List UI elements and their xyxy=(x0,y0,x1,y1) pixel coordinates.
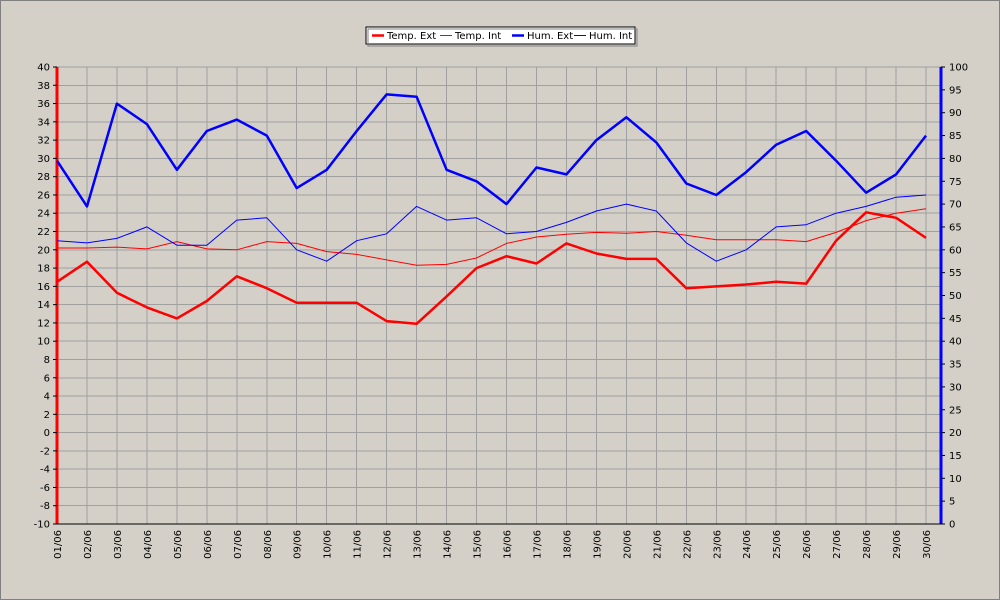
x-tick-label: 11/06 xyxy=(353,530,364,559)
legend-label-temp-ext: Temp. Ext xyxy=(386,31,436,42)
right-tick-label: 30 xyxy=(949,382,962,393)
left-tick-label: 0 xyxy=(44,428,50,439)
right-tick-label: 60 xyxy=(949,245,962,256)
left-tick-label: -8 xyxy=(40,501,50,512)
series-line-temp-int xyxy=(57,208,927,266)
legend-box xyxy=(365,26,636,45)
left-tick-label: 14 xyxy=(37,300,50,311)
series-line-hum-int xyxy=(56,194,927,262)
x-tick-label: 19/06 xyxy=(592,530,603,559)
left-tick-label: 40 xyxy=(37,63,50,74)
left-tick-label: 16 xyxy=(37,282,50,293)
left-tick-label: 4 xyxy=(44,392,50,403)
right-tick-label: 90 xyxy=(949,108,962,119)
legend: Temp. Ext Temp. Int Hum. Ext Hum. Int xyxy=(365,26,638,47)
left-tick-label: 34 xyxy=(37,117,50,128)
left-tick-label: -6 xyxy=(40,483,50,494)
right-tick-label: 100 xyxy=(949,63,968,74)
x-tick-label: 25/06 xyxy=(772,530,783,559)
legend-label-hum-int: Hum. Int xyxy=(589,31,632,42)
right-tick-label: 5 xyxy=(949,497,955,508)
right-tick-label: 15 xyxy=(949,451,962,462)
right-tick-label: 55 xyxy=(949,268,962,279)
x-tick-label: 03/06 xyxy=(113,530,124,559)
x-tick-label: 30/06 xyxy=(922,530,933,559)
left-tick-label: -2 xyxy=(40,446,50,457)
left-tick-label: 30 xyxy=(37,154,50,165)
right-tick-label: 35 xyxy=(949,360,962,371)
right-tick-label: 20 xyxy=(949,428,962,439)
left-tick-label: 8 xyxy=(44,355,50,366)
x-tick-label: 17/06 xyxy=(532,530,543,559)
right-tick-label: 75 xyxy=(949,177,962,188)
left-tick-label: 20 xyxy=(37,245,50,256)
left-tick-label: 26 xyxy=(37,190,50,201)
left-y-axis-ticks: 4038363432302826242220181614121086420-2-… xyxy=(34,63,57,531)
x-tick-label: 12/06 xyxy=(383,530,394,559)
series-line-hum-ext xyxy=(55,93,927,208)
left-tick-label: 38 xyxy=(37,81,50,92)
left-tick-label: 18 xyxy=(37,264,50,275)
series-line-temp-ext xyxy=(56,211,927,326)
x-tick-label: 29/06 xyxy=(892,530,903,559)
x-tick-label: 08/06 xyxy=(263,530,274,559)
left-tick-label: 6 xyxy=(44,373,50,384)
x-axis-ticks: 01/06 02/06 03/06 04/06 05/06 06/06 07/06 08/06… xyxy=(53,530,933,559)
x-tick-label: 24/06 xyxy=(742,530,753,559)
x-tick-label: 07/06 xyxy=(233,530,244,559)
x-tick-label: 10/06 xyxy=(323,530,334,559)
series-lines xyxy=(55,93,927,326)
x-tick-label: 15/06 xyxy=(473,530,484,559)
left-tick-label: -10 xyxy=(34,520,50,531)
right-y-axis-ticks: 1009590858075706560555045403530252015105… xyxy=(941,63,968,531)
left-tick-label: 2 xyxy=(44,410,50,421)
x-tick-label: 20/06 xyxy=(622,530,633,559)
right-tick-label: 0 xyxy=(949,520,955,531)
left-tick-label: 28 xyxy=(37,172,50,183)
right-tick-label: 65 xyxy=(949,222,962,233)
x-tick-label: 28/06 xyxy=(862,530,873,559)
right-tick-label: 70 xyxy=(949,200,962,211)
right-tick-label: 85 xyxy=(949,131,962,142)
right-tick-label: 50 xyxy=(949,291,962,302)
legend-label-temp-int: Temp. Int xyxy=(454,31,501,42)
right-tick-label: 45 xyxy=(949,314,962,325)
x-tick-label: 21/06 xyxy=(652,530,663,559)
right-tick-label: 80 xyxy=(949,154,962,165)
x-tick-label: 14/06 xyxy=(443,530,454,559)
left-tick-label: -4 xyxy=(40,465,50,476)
x-tick-label: 06/06 xyxy=(203,530,214,559)
left-tick-label: 24 xyxy=(37,209,50,220)
x-tick-label: 18/06 xyxy=(562,530,573,559)
x-tick-label: 23/06 xyxy=(712,530,723,559)
x-tick-label: 02/06 xyxy=(83,530,94,559)
left-tick-label: 36 xyxy=(37,99,50,110)
x-tick-label: 13/06 xyxy=(413,530,424,559)
x-tick-label: 04/06 xyxy=(143,530,154,559)
right-tick-label: 40 xyxy=(949,337,962,348)
legend-shadow xyxy=(367,28,638,47)
legend-label-hum-ext: Hum. Ext xyxy=(527,31,573,42)
x-tick-label: 22/06 xyxy=(682,530,693,559)
left-tick-label: 22 xyxy=(37,227,50,238)
x-tick-label: 09/06 xyxy=(293,530,304,559)
right-tick-label: 25 xyxy=(949,405,962,416)
x-tick-label: 27/06 xyxy=(832,530,843,559)
x-tick-label: 16/06 xyxy=(502,530,513,559)
right-tick-label: 95 xyxy=(949,85,962,96)
x-tick-label: 05/06 xyxy=(173,530,184,559)
x-tick-label: 26/06 xyxy=(802,530,813,559)
left-tick-label: 10 xyxy=(37,337,50,348)
left-tick-label: 12 xyxy=(37,318,50,329)
right-tick-label: 10 xyxy=(949,474,962,485)
plot-area xyxy=(57,67,941,524)
x-tick-label: 01/06 xyxy=(53,530,64,559)
left-tick-label: 32 xyxy=(37,136,50,147)
